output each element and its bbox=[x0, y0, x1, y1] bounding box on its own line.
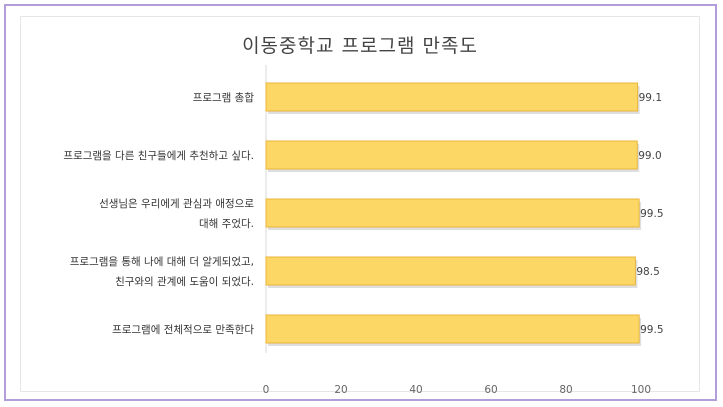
bar bbox=[265, 314, 640, 344]
bar-chart: 99.1 프로그램 총합 99.0 프로그램을 다른 친구들에게 추천하고 싶다. 99… bbox=[63, 65, 664, 393]
category-label: 친구와의 관계에 도움이 되었다. bbox=[115, 276, 254, 288]
x-tick-label: 60 bbox=[484, 384, 497, 393]
x-tick-label: 20 bbox=[334, 384, 347, 393]
x-tick-label: 100 bbox=[631, 384, 651, 393]
x-tick-label: 0 bbox=[263, 384, 270, 393]
category-label: 프로그램에 전체적으로 만족한다 bbox=[112, 324, 254, 336]
data-label: 99.1 bbox=[639, 92, 662, 104]
outer-frame: 이동중학교 프로그램 만족도 99.1 프로그램 총합 99.0 프로그램을 다른 친… bbox=[4, 4, 717, 401]
x-tick-label: 80 bbox=[559, 384, 572, 393]
x-tick-label: 40 bbox=[409, 384, 422, 393]
bar bbox=[265, 82, 639, 112]
bar bbox=[265, 140, 638, 170]
data-label: 99.5 bbox=[640, 324, 663, 336]
category-label: 프로그램을 통해 나에 대해 더 알게되었고, bbox=[70, 255, 254, 268]
chart-title: 이동중학교 프로그램 만족도 bbox=[242, 35, 478, 57]
bar bbox=[265, 198, 640, 228]
data-label: 98.5 bbox=[636, 266, 659, 278]
category-label: 선생님은 우리에게 관심과 애정으로 bbox=[99, 198, 254, 210]
category-label: 프로그램 총합 bbox=[193, 92, 255, 104]
chart-area: 이동중학교 프로그램 만족도 99.1 프로그램 총합 99.0 프로그램을 다른 친… bbox=[20, 16, 700, 393]
data-label: 99.5 bbox=[640, 208, 663, 220]
data-label: 99.0 bbox=[638, 150, 661, 162]
category-label: 프로그램을 다른 친구들에게 추천하고 싶다. bbox=[63, 149, 254, 162]
category-label: 대해 주었다. bbox=[199, 217, 254, 230]
bar bbox=[265, 256, 636, 286]
